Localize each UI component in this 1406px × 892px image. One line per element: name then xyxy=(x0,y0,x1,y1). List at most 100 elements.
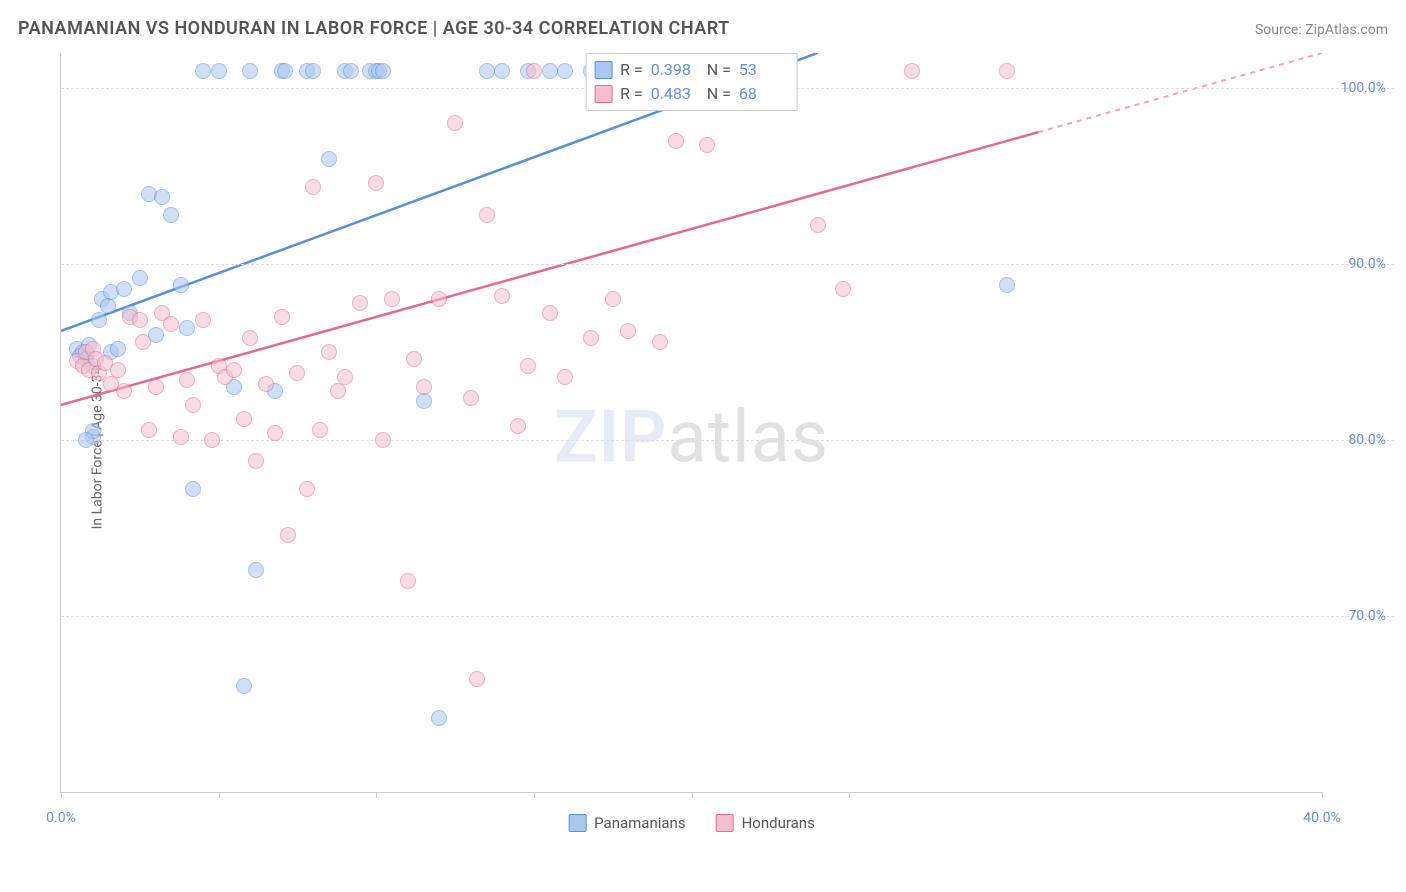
data-point-hondurans xyxy=(668,133,684,149)
data-point-hondurans xyxy=(479,207,495,223)
watermark: ZIPatlas xyxy=(554,395,829,480)
chart-container: PANAMANIAN VS HONDURAN IN LABOR FORCE | … xyxy=(0,0,1406,892)
xtick-mark xyxy=(219,792,220,798)
data-point-hondurans xyxy=(116,383,132,399)
data-point-hondurans xyxy=(699,137,715,153)
data-point-panamanians xyxy=(277,63,293,79)
data-point-hondurans xyxy=(274,309,290,325)
legend-bottom-swatch-1 xyxy=(716,814,734,832)
legend-bottom-label-0: Panamanians xyxy=(594,814,685,832)
stat-r-val-0: 0.398 xyxy=(651,58,699,82)
legend-stats-row-1: R = 0.483 N = 68 xyxy=(594,82,787,106)
legend-bottom-swatch-0 xyxy=(568,814,586,832)
data-point-panamanians xyxy=(78,432,94,448)
xtick-mark xyxy=(1322,792,1323,798)
data-point-hondurans xyxy=(280,527,296,543)
chart-source: Source: ZipAtlas.com xyxy=(1255,22,1388,38)
data-point-panamanians xyxy=(100,298,116,314)
data-point-hondurans xyxy=(384,291,400,307)
xtick-mark xyxy=(692,792,693,798)
data-point-hondurans xyxy=(406,351,422,367)
data-point-hondurans xyxy=(431,291,447,307)
ytick-label: 70.0% xyxy=(1330,608,1386,624)
data-point-hondurans xyxy=(248,453,264,469)
chart-title: PANAMANIAN VS HONDURAN IN LABOR FORCE | … xyxy=(18,18,730,39)
data-point-hondurans xyxy=(526,63,542,79)
data-point-hondurans xyxy=(132,312,148,328)
data-point-panamanians xyxy=(557,63,573,79)
data-point-hondurans xyxy=(810,217,826,233)
data-point-hondurans xyxy=(999,63,1015,79)
data-point-hondurans xyxy=(463,390,479,406)
legend-item-0: Panamanians xyxy=(568,814,685,832)
data-point-hondurans xyxy=(400,573,416,589)
xtick-mark xyxy=(61,792,62,798)
data-point-panamanians xyxy=(179,320,195,336)
data-point-hondurans xyxy=(447,115,463,131)
data-point-hondurans xyxy=(337,369,353,385)
data-point-hondurans xyxy=(510,418,526,434)
data-point-hondurans xyxy=(204,432,220,448)
xtick-label: 0.0% xyxy=(46,810,76,826)
data-point-hondurans xyxy=(299,481,315,497)
data-point-hondurans xyxy=(110,362,126,378)
plot-wrap: In Labor Force | Age 30-34 ZIPatlas R = … xyxy=(12,53,1394,843)
legend-stats-box: R = 0.398 N = 53 R = 0.483 N = 68 xyxy=(585,53,798,111)
data-point-hondurans xyxy=(620,323,636,339)
stat-r-key-1: R = xyxy=(620,82,643,106)
data-point-panamanians xyxy=(416,393,432,409)
xtick-label: 40.0% xyxy=(1303,810,1341,826)
data-point-hondurans xyxy=(469,671,485,687)
data-point-hondurans xyxy=(148,379,164,395)
stat-n-val-0: 53 xyxy=(739,58,787,82)
data-point-panamanians xyxy=(494,63,510,79)
data-point-hondurans xyxy=(321,344,337,360)
data-point-hondurans xyxy=(520,358,536,374)
ytick-label: 90.0% xyxy=(1330,256,1386,272)
data-point-panamanians xyxy=(242,63,258,79)
data-point-panamanians xyxy=(542,63,558,79)
data-point-hondurans xyxy=(416,379,432,395)
data-point-hondurans xyxy=(185,397,201,413)
data-point-panamanians xyxy=(163,207,179,223)
xtick-mark xyxy=(376,792,377,798)
plot-area: ZIPatlas R = 0.398 N = 53 R = 0.483 N = … xyxy=(60,53,1322,793)
data-point-panamanians xyxy=(132,270,148,286)
data-point-panamanians xyxy=(999,277,1015,293)
source-prefix: Source: xyxy=(1255,22,1305,38)
data-point-hondurans xyxy=(375,432,391,448)
data-point-hondurans xyxy=(267,425,283,441)
data-point-hondurans xyxy=(173,429,189,445)
data-point-hondurans xyxy=(904,63,920,79)
watermark-right: atlas xyxy=(667,395,829,480)
data-point-panamanians xyxy=(173,277,189,293)
stat-r-key-0: R = xyxy=(620,58,643,82)
data-point-hondurans xyxy=(226,362,242,378)
data-point-panamanians xyxy=(211,63,227,79)
data-point-hondurans xyxy=(494,288,510,304)
data-point-panamanians xyxy=(431,710,447,726)
stat-n-key-1: N = xyxy=(707,82,731,106)
data-point-hondurans xyxy=(135,334,151,350)
data-point-panamanians xyxy=(479,63,495,79)
data-point-hondurans xyxy=(312,422,328,438)
data-point-panamanians xyxy=(154,189,170,205)
data-point-hondurans xyxy=(179,372,195,388)
data-point-hondurans xyxy=(195,312,211,328)
ytick-label: 100.0% xyxy=(1330,80,1386,96)
data-point-panamanians xyxy=(321,151,337,167)
source-name: ZipAtlas.com xyxy=(1305,22,1388,38)
data-point-hondurans xyxy=(242,330,258,346)
chart-header: PANAMANIAN VS HONDURAN IN LABOR FORCE | … xyxy=(12,18,1394,53)
data-point-hondurans xyxy=(236,411,252,427)
data-point-hondurans xyxy=(305,179,321,195)
legend-swatch-0 xyxy=(594,61,612,79)
legend-item-1: Hondurans xyxy=(716,814,815,832)
data-point-hondurans xyxy=(163,316,179,332)
xtick-mark xyxy=(849,792,850,798)
data-point-panamanians xyxy=(343,63,359,79)
gridline xyxy=(61,440,1394,441)
data-point-hondurans xyxy=(542,305,558,321)
data-point-hondurans xyxy=(557,369,573,385)
data-point-panamanians xyxy=(110,341,126,357)
